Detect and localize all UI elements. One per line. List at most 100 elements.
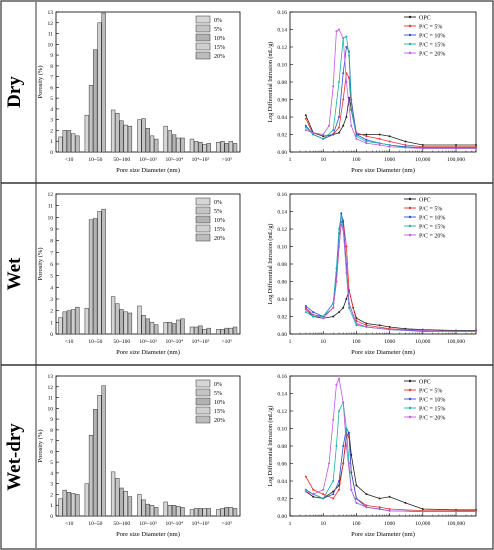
y-axis-label: Log Differential Intrusion (mL/g) [267,406,274,487]
y-tick-label: 0.14 [277,392,287,398]
x-tick-label: <10 [65,521,74,527]
legend-label: 10% [214,36,225,42]
data-point [388,495,391,498]
bar [62,311,67,335]
bar [115,478,120,517]
bar [93,409,98,517]
legend-swatch [195,33,211,42]
x-tick-label: 50~100 [113,339,130,345]
bar-plot-area [55,193,241,335]
data-point [335,267,338,270]
y-tick-label: 0.16 [277,374,287,380]
legend-label: 20% [214,418,225,424]
bar [70,133,76,153]
x-tick-label: 10²~10³ [139,339,157,345]
y-tick-label: 0.04 [277,115,287,121]
y-tick-label: 13 [48,10,54,16]
bar [70,309,76,335]
data-point [338,245,341,248]
y-tick-label: 1 [50,320,53,326]
data-point [345,267,348,270]
data-point [378,324,381,327]
series-line [305,28,476,149]
bar [110,109,116,153]
series-line [305,431,476,511]
bar [123,311,128,335]
data-point [304,490,307,493]
data-point [378,497,381,500]
legend-marker [408,379,412,383]
data-point [345,35,348,38]
legend-label: P/C = 20% [419,416,445,422]
series-line [305,223,476,332]
bar [232,508,238,517]
legend-label: OPC [419,198,431,204]
y-tick-label: 0 [50,150,53,156]
x-tick-label: >10⁵ [222,521,233,527]
data-point [304,114,307,117]
bar [84,115,89,153]
y-tick-label: 7 [50,250,53,256]
bar [141,499,146,517]
legend-swatch [195,406,211,415]
bar [84,308,89,335]
y-tick-label: 0.00 [277,514,287,520]
data-point [304,488,307,491]
x-tick-label: 50~100 [113,521,130,527]
legend-swatch [195,379,211,388]
x-tick-label: <10 [65,157,74,163]
data-point [312,311,315,314]
data-point [304,475,307,478]
legend-marker [408,51,412,55]
x-axis-label: Pore size Diameter (nm) [351,349,415,356]
series-line [305,215,476,332]
data-point [378,133,381,136]
row-label: Wet-dry [4,423,25,491]
x-tick-label: 1000 [384,339,395,345]
x-tick-label: 100,000 [447,521,465,527]
legend-marker [408,233,412,237]
data-point [365,142,368,145]
x-axis-label: Pore size Diameter (nm) [116,531,180,538]
data-point [312,493,315,496]
legend-marker [408,388,412,392]
y-tick-label: 0.12 [277,45,287,51]
data-point [345,46,348,48]
data-point [322,137,325,140]
data-point [304,124,307,127]
y-tick-label: 0.08 [277,80,287,86]
x-tick-label: 10²~10³ [139,157,157,163]
bar [163,322,168,335]
series-line [305,35,476,149]
data-point [388,509,391,512]
data-point [388,135,391,138]
legend-label: 20% [214,236,225,242]
data-point [348,431,351,434]
bar [189,509,195,517]
y-axis-label: Log Differential Intrusion (mL/g) [267,224,274,305]
y-tick-label: 10 [48,42,54,48]
data-point [355,322,358,325]
data-point [388,145,391,148]
x-tick-label: 10~50 [88,521,102,527]
data-point [340,223,343,226]
data-point [322,493,325,496]
bar [180,507,185,517]
y-tick-label: 1 [50,503,53,509]
data-point [332,85,335,88]
y-tick-label: 8 [50,428,53,434]
x-tick-label: >10⁵ [222,339,233,345]
bar [198,325,203,335]
bar [119,120,124,153]
bar [167,322,173,335]
data-point [342,306,345,309]
data-point [404,140,407,143]
bar [119,309,124,335]
y-tick-label: 9 [50,53,53,59]
line-chart: 0.00 0.02 0.04 0.06 0.08 0.10 0.12 0.14 0.16 1 10 1… [267,10,477,174]
data-point [455,147,458,150]
